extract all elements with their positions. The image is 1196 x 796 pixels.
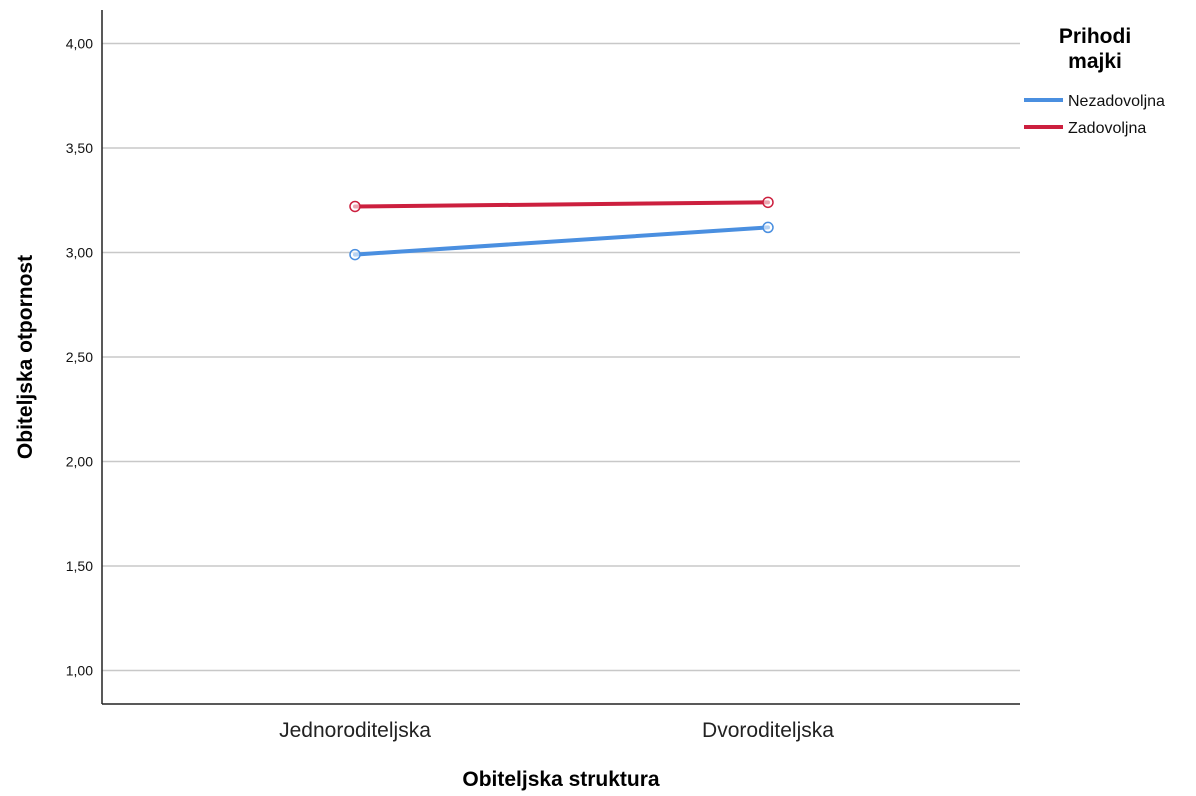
- data-point-marker: [349, 248, 361, 261]
- y-tick-label: 2,50: [66, 349, 93, 365]
- legend-label: Nezadovoljna: [1068, 93, 1165, 110]
- series-line: [353, 225, 770, 257]
- x-axis-title: Obiteljska struktura: [462, 768, 660, 791]
- y-tick-labels: 1,00 1,50 2,00 2,50 3,00 3,50 4,00: [66, 35, 93, 678]
- series-line: [353, 200, 770, 209]
- legend: Prihodi majki Nezadovoljna Zadovoljna: [1024, 25, 1165, 137]
- y-tick-label: 1,50: [66, 558, 93, 574]
- legend-title-line-1: Prihodi: [1059, 25, 1131, 48]
- y-tick-label: 3,00: [66, 244, 93, 260]
- data-point-marker: [762, 196, 774, 209]
- gridlines: [102, 42, 1020, 672]
- legend-title-line-2: majki: [1068, 50, 1122, 73]
- y-tick-label: 4,00: [66, 35, 93, 51]
- y-axis-title: Obiteljska otpornost: [14, 255, 37, 459]
- series-lines: [349, 196, 774, 261]
- data-point-marker: [762, 221, 774, 234]
- x-tick-labels: Jednoroditeljska Dvoroditeljska: [279, 719, 834, 742]
- legend-label: Zadovoljna: [1068, 120, 1146, 137]
- legend-items: Nezadovoljna Zadovoljna: [1024, 93, 1165, 137]
- y-tick-label: 3,50: [66, 140, 93, 156]
- data-point-marker: [349, 200, 361, 213]
- y-tick-label: 1,00: [66, 663, 93, 679]
- x-tick-label: Jednoroditeljska: [279, 719, 431, 742]
- y-tick-label: 2,00: [66, 454, 93, 470]
- x-tick-label: Dvoroditeljska: [702, 719, 834, 742]
